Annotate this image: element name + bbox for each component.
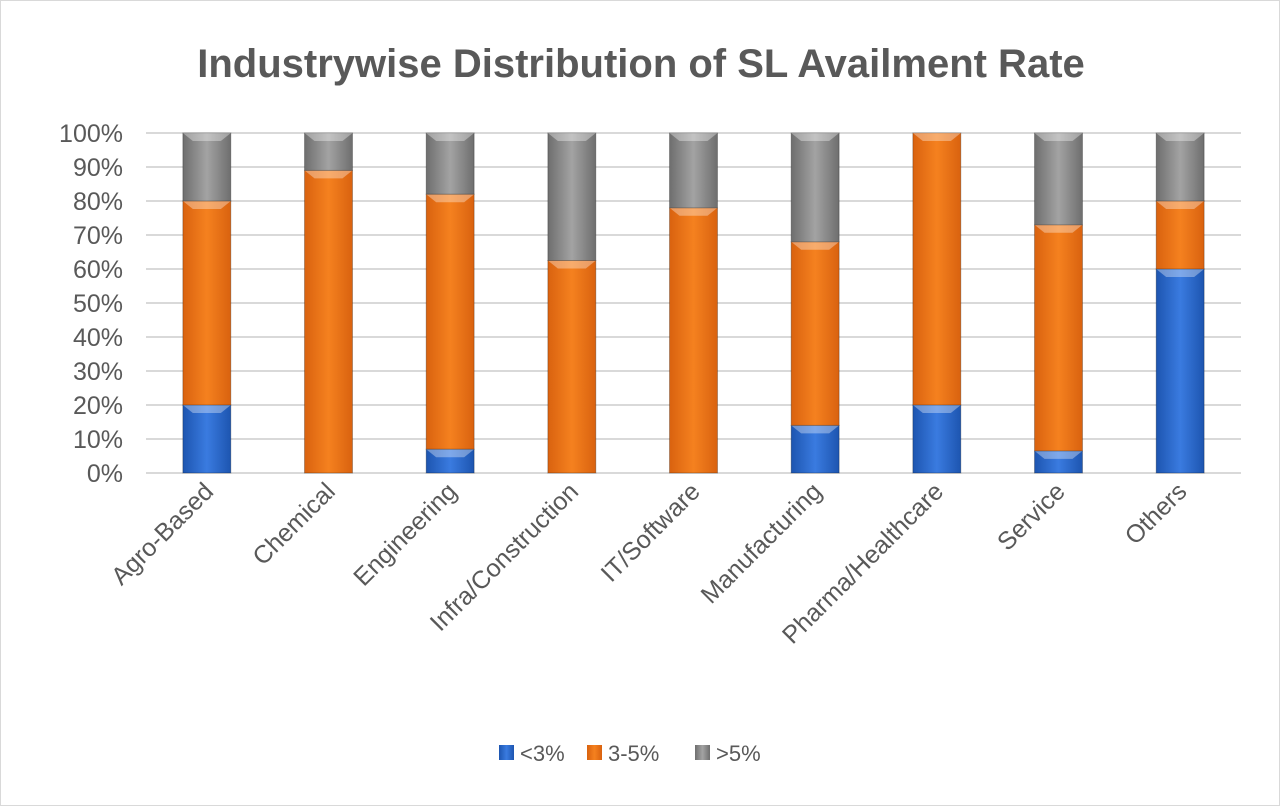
bar-segment — [547, 132, 597, 261]
chart-title: Industrywise Distribution of SL Availmen… — [197, 42, 1085, 86]
bar-bevel — [791, 133, 840, 141]
bar-segment — [425, 193, 475, 450]
bar-bevel — [182, 133, 231, 141]
y-tick-label: 40% — [73, 324, 123, 352]
bar-bevel — [304, 170, 353, 179]
x-tick-label: Chemical — [247, 477, 340, 570]
bar-bevel — [426, 449, 475, 458]
bar-bevel — [182, 405, 231, 413]
bar-segment — [1034, 224, 1083, 452]
bar-segment — [547, 260, 597, 474]
bar-bevel — [547, 133, 596, 141]
bar-segment — [669, 132, 718, 209]
bar-bevel — [1034, 224, 1083, 233]
bar-segment — [1034, 132, 1083, 226]
bar-segment — [1155, 268, 1205, 474]
y-tick-label: 20% — [73, 392, 123, 420]
y-tick-label: 70% — [73, 222, 123, 250]
bar-segment — [182, 200, 232, 406]
bar-bevel — [791, 425, 840, 434]
bar-segment — [790, 424, 840, 474]
bar-bevel — [912, 133, 961, 141]
bar-segment — [304, 169, 353, 474]
bar-bevel — [426, 133, 475, 141]
bar-bevel — [304, 133, 353, 141]
legend-swatch — [695, 745, 710, 760]
bar-segment — [790, 132, 840, 243]
bar-bevel — [182, 201, 231, 209]
y-tick-label: 0% — [87, 460, 123, 488]
bar-bevel — [1156, 133, 1205, 141]
x-tick-label: Agro-Based — [106, 477, 219, 590]
bar-segment — [1155, 132, 1205, 202]
bar-bevel — [669, 133, 718, 141]
x-tick-label: Engineering — [348, 477, 462, 591]
bar-segment — [669, 207, 718, 474]
legend-label: <3% — [520, 741, 565, 766]
bar-bevel — [669, 207, 718, 216]
bar-segment — [182, 132, 232, 202]
y-tick-label: 10% — [73, 426, 123, 454]
y-tick-label: 100% — [59, 120, 123, 148]
bar-bevel — [1156, 269, 1205, 277]
y-tick-label: 30% — [73, 358, 123, 386]
bar-bevel — [547, 260, 596, 269]
bar-bevel — [912, 405, 961, 413]
bar-segment — [912, 132, 962, 406]
x-tick-label: Others — [1120, 477, 1193, 550]
y-tick-label: 50% — [73, 290, 123, 318]
x-tick-label: Service — [992, 477, 1071, 556]
x-tick-label: IT/Software — [596, 477, 706, 587]
y-tick-label: 60% — [73, 256, 123, 284]
y-tick-label: 90% — [73, 154, 123, 182]
x-tick-label: Manufacturing — [696, 477, 828, 609]
bar-segment — [912, 404, 962, 474]
bar-segment — [790, 241, 840, 426]
bar-segment — [304, 132, 353, 171]
bar-bevel — [1034, 450, 1083, 459]
legend-swatch — [499, 745, 514, 760]
legend-label: 3-5% — [608, 741, 659, 766]
legend-swatch — [587, 745, 602, 760]
bar-segment — [182, 404, 232, 474]
bar-segment — [1155, 200, 1205, 270]
bar-bevel — [791, 241, 840, 250]
y-tick-label: 80% — [73, 188, 123, 216]
bar-bevel — [426, 194, 475, 203]
bar-bevel — [1034, 133, 1083, 141]
bar-segment — [425, 132, 475, 195]
legend-label: >5% — [716, 741, 761, 766]
bar-bevel — [1156, 201, 1205, 209]
